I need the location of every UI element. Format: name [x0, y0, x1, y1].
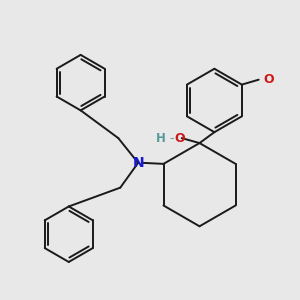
Text: N: N [132, 156, 144, 170]
Text: O: O [264, 73, 274, 86]
Text: -: - [169, 132, 174, 145]
Text: O: O [174, 132, 185, 145]
Text: H: H [156, 132, 166, 145]
